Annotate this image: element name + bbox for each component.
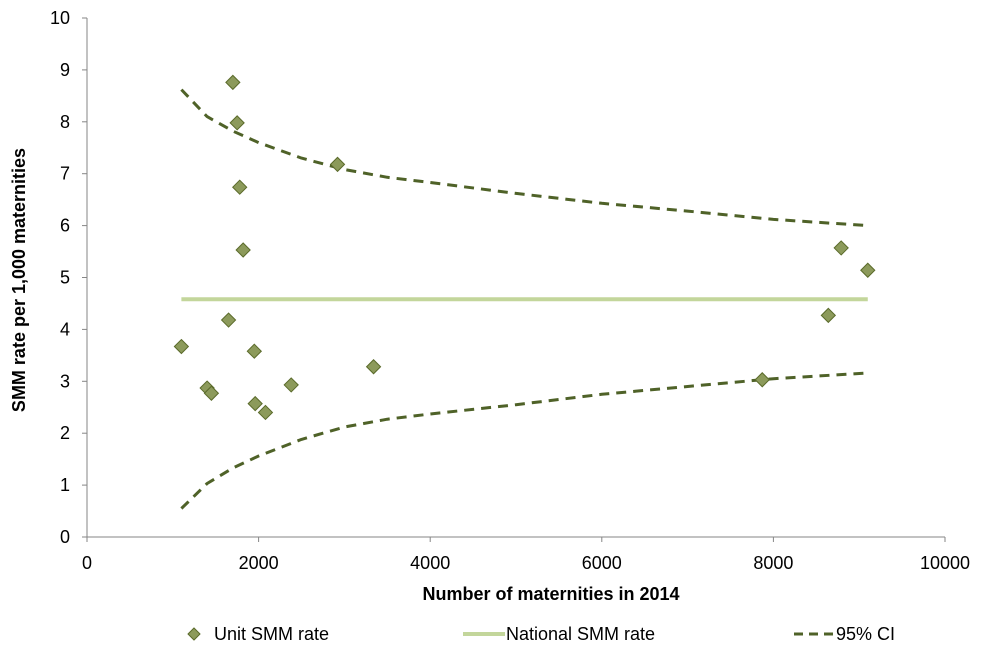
- y-tick-label: 5: [60, 268, 70, 288]
- y-tick-label: 1: [60, 475, 70, 495]
- x-tick-label: 8000: [753, 553, 793, 573]
- legend-label-unit-rate: Unit SMM rate: [214, 624, 329, 644]
- unit-rate-point: [365, 359, 382, 375]
- unit-rate-point: [229, 115, 245, 131]
- unit-rate-point: [225, 74, 241, 91]
- unit-rate-point: [220, 312, 237, 328]
- unit-rate-point: [860, 262, 876, 278]
- unit-rate-point: [235, 242, 251, 258]
- unit-rate-point: [283, 377, 299, 393]
- ci-upper-line: [180, 88, 868, 228]
- unit-rate-point: [257, 404, 274, 421]
- unit-rate-point: [246, 343, 263, 359]
- legend-item-unit-rate: Unit SMM rate: [187, 624, 329, 644]
- y-tick-label: 4: [60, 319, 70, 339]
- unit-rate-point: [247, 395, 263, 412]
- legend-item-ci: 95% CI: [794, 624, 895, 644]
- unit-rate-point: [232, 179, 248, 195]
- x-ticks: 0 2000 4000 6000 8000 10000: [82, 537, 970, 573]
- y-axis-title: SMM rate per 1,000 maternities: [9, 148, 29, 412]
- y-tick-label: 3: [60, 371, 70, 391]
- x-tick-label: 6000: [582, 553, 622, 573]
- y-tick-label: 2: [60, 423, 70, 443]
- y-tick-label: 8: [60, 112, 70, 132]
- plot-area: [173, 74, 876, 510]
- x-tick-label: 0: [82, 553, 92, 573]
- unit-rate-point: [754, 372, 770, 388]
- legend-label-ci: 95% CI: [836, 624, 895, 644]
- y-tick-label: 10: [50, 8, 70, 28]
- x-tick-label: 4000: [410, 553, 450, 573]
- ci-lower-line: [180, 371, 868, 510]
- legend-item-national-rate: National SMM rate: [463, 624, 655, 644]
- x-tick-label: 10000: [920, 553, 970, 573]
- unit-rate-point: [173, 338, 190, 355]
- unit-rate-point: [203, 385, 220, 401]
- ci-lines: [180, 88, 868, 510]
- x-axis-title: Number of maternities in 2014: [422, 584, 679, 604]
- axes: [86, 18, 945, 538]
- unit-rate-point: [820, 307, 837, 324]
- y-tick-label: 7: [60, 164, 70, 184]
- y-ticks: 0 1 2 3 4 5 6 7 8 9 10: [50, 8, 87, 547]
- legend: Unit SMM rate National SMM rate 95% CI: [187, 624, 895, 644]
- legend-label-national-rate: National SMM rate: [506, 624, 655, 644]
- y-tick-label: 0: [60, 527, 70, 547]
- x-tick-label: 2000: [239, 553, 279, 573]
- unit-rate-point: [329, 156, 346, 173]
- unit-rate-points: [173, 74, 876, 421]
- y-tick-label: 9: [60, 60, 70, 80]
- unit-rate-point: [833, 240, 849, 256]
- legend-diamond-marker: [187, 627, 201, 641]
- y-tick-label: 6: [60, 216, 70, 236]
